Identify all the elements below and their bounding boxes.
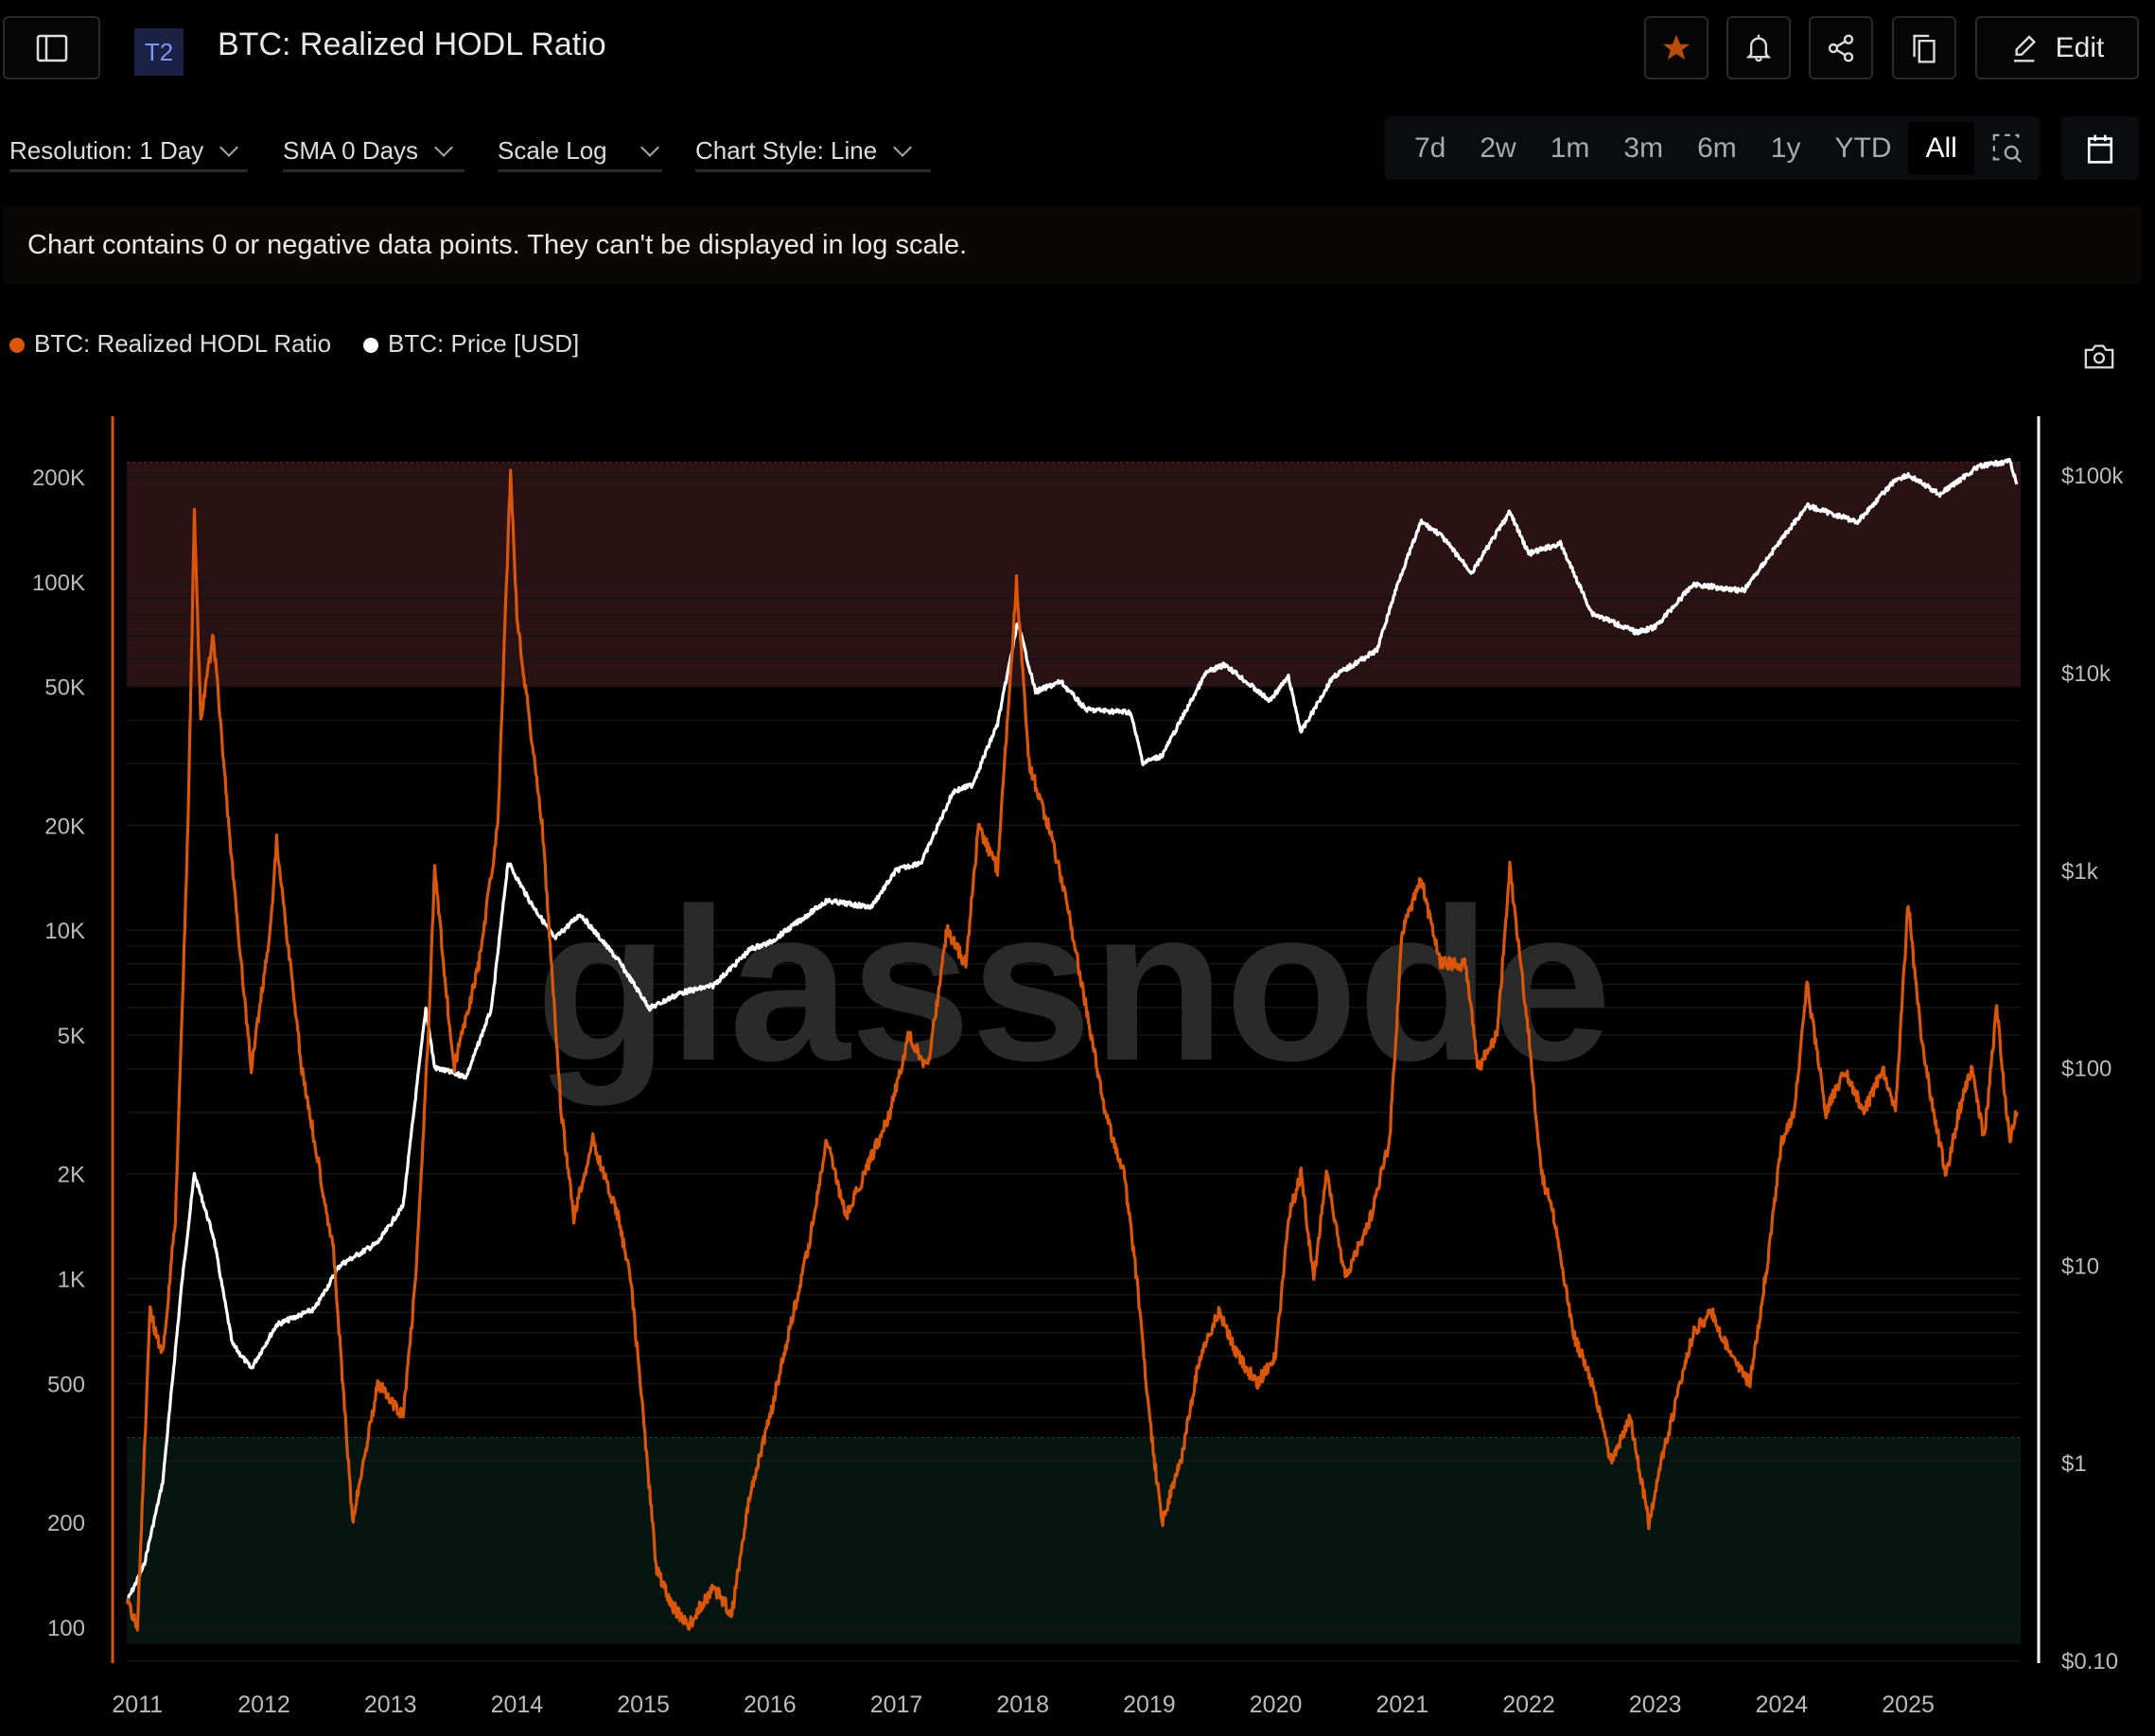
camera-icon	[2084, 344, 2114, 369]
sma-label: SMA 0 Days	[283, 136, 419, 165]
chart-legend: BTC: Realized HODL Ratio BTC: Price [USD…	[9, 329, 579, 359]
range-ytd[interactable]: YTD	[1834, 132, 1892, 164]
x-tick-label: 2023	[1629, 1692, 1682, 1718]
y-right-tick-label: $0.10	[2061, 1649, 2118, 1675]
y-left-tick-label: 5K	[58, 1024, 85, 1049]
x-tick-label: 2022	[1502, 1692, 1555, 1718]
range-selector: 7d 2w 1m 3m 6m 1y YTD All	[1384, 116, 2041, 180]
x-tick-label: 2013	[364, 1692, 417, 1718]
x-tick-label: 2012	[237, 1692, 290, 1718]
y-left-tick-label: 50K	[44, 675, 85, 701]
log-scale-warning: Chart contains 0 or negative data points…	[3, 206, 2142, 284]
sidebar-toggle-icon	[36, 34, 67, 61]
y-right-tick-label: $1	[2061, 1451, 2087, 1477]
red-zone-band	[127, 462, 2021, 687]
y-left-tick-label: 200	[47, 1511, 85, 1536]
edit-button[interactable]: Edit	[1975, 16, 2139, 79]
legend-label: BTC: Price [USD]	[388, 329, 580, 358]
x-tick-label: 2021	[1375, 1692, 1428, 1718]
y-right-tick-label: $10	[2061, 1254, 2099, 1279]
y-left-tick-label: 100K	[32, 570, 85, 596]
x-tick-label: 2014	[491, 1692, 544, 1718]
range-7d[interactable]: 7d	[1414, 132, 1446, 164]
share-icon	[1828, 33, 1854, 62]
y-left-tick-label: 200K	[32, 465, 85, 491]
screenshot-button[interactable]	[2083, 342, 2115, 376]
legend-item-hodl[interactable]: BTC: Realized HODL Ratio	[9, 329, 331, 359]
copy-icon	[1913, 34, 1936, 63]
zoom-select-button[interactable]	[1974, 122, 2041, 175]
y-left-tick-label: 20K	[44, 814, 85, 839]
star-icon	[1662, 34, 1691, 60]
bell-icon	[1745, 34, 1772, 61]
calendar-icon	[2087, 134, 2113, 164]
sma-dropdown[interactable]: SMA 0 Days	[283, 132, 464, 172]
y-right-tick-label: $10k	[2061, 661, 2111, 687]
y-left-tick-label: 1K	[58, 1268, 85, 1293]
x-tick-label: 2024	[1756, 1692, 1809, 1718]
y-left-tick-label: 500	[47, 1372, 85, 1397]
edit-label: Edit	[2055, 31, 2105, 63]
scale-label: Scale Log	[498, 136, 607, 165]
legend-item-price[interactable]: BTC: Price [USD]	[363, 329, 579, 359]
x-tick-label: 2015	[617, 1692, 670, 1718]
x-tick-label: 2016	[744, 1692, 797, 1718]
watermark-logo: glassnode	[535, 863, 1612, 1106]
y-right-tick-label: $1k	[2061, 859, 2099, 885]
range-3m[interactable]: 3m	[1623, 132, 1664, 164]
x-tick-label: 2025	[1882, 1692, 1935, 1718]
chart-style-label: Chart Style: Line	[695, 136, 878, 165]
range-all[interactable]: All	[1908, 121, 1974, 175]
chart-style-dropdown[interactable]: Chart Style: Line	[695, 132, 931, 172]
legend-label: BTC: Realized HODL Ratio	[34, 329, 332, 358]
range-1m[interactable]: 1m	[1550, 132, 1590, 164]
range-1y[interactable]: 1y	[1770, 132, 1801, 164]
y-right-tick-label: $100	[2061, 1057, 2111, 1082]
x-tick-label: 2017	[870, 1692, 923, 1718]
y-left-tick-label: 10K	[44, 919, 85, 944]
x-tick-label: 2019	[1123, 1692, 1176, 1718]
resolution-label: Resolution: 1 Day	[9, 136, 204, 165]
resolution-dropdown[interactable]: Resolution: 1 Day	[9, 132, 248, 172]
share-button[interactable]	[1809, 16, 1873, 79]
pencil-icon	[2013, 34, 2036, 62]
y-right-tick-label: $100k	[2061, 464, 2124, 489]
legend-dot	[9, 338, 25, 354]
calendar-button[interactable]	[2061, 116, 2139, 180]
range-6m[interactable]: 6m	[1697, 132, 1737, 164]
favorite-button[interactable]	[1644, 16, 1708, 79]
y-left-tick-label: 2K	[58, 1163, 85, 1188]
hodl-ratio-line	[126, 468, 2019, 1632]
zoom-select-icon	[1992, 133, 2022, 163]
sidebar-toggle-button[interactable]	[3, 16, 100, 79]
y-left-tick-label: 100	[47, 1616, 85, 1641]
x-tick-label: 2020	[1250, 1692, 1303, 1718]
alert-button[interactable]	[1726, 16, 1791, 79]
price-line	[126, 458, 2019, 1602]
scale-dropdown[interactable]: Scale Log	[498, 132, 662, 172]
x-tick-label: 2018	[996, 1692, 1049, 1718]
range-2w[interactable]: 2w	[1480, 132, 1516, 164]
tier-badge: T2	[134, 28, 184, 76]
copy-button[interactable]	[1892, 16, 1956, 79]
page-title: BTC: Realized HODL Ratio	[218, 26, 606, 62]
x-tick-label: 2011	[112, 1692, 163, 1718]
green-zone-band	[127, 1437, 2021, 1643]
legend-dot	[363, 338, 379, 354]
